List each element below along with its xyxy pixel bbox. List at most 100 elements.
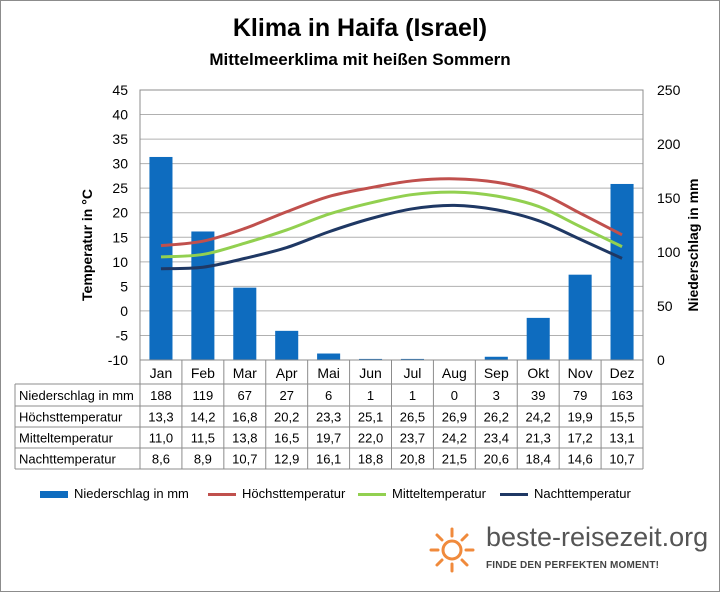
x-category-label: Nov [568, 365, 593, 381]
gridlines [140, 89, 643, 361]
y-left-tick-label: 25 [112, 180, 128, 196]
table-cell-value: 20,8 [400, 452, 425, 467]
table-cell-value: 20,6 [484, 452, 509, 467]
table-cell-value: 23,3 [316, 410, 341, 425]
table-cell-value: 13,3 [148, 410, 173, 425]
precipitation-bar [568, 274, 592, 360]
table-cell-value: 23,7 [400, 431, 425, 446]
table-cell-value: 15,5 [609, 410, 634, 425]
precipitation-bar [317, 353, 341, 360]
x-category-label: Okt [527, 365, 549, 381]
y-left-tick-label: 35 [112, 131, 128, 147]
table-cell-value: 26,2 [484, 410, 509, 425]
table-cell-value: 16,1 [316, 452, 341, 467]
table-cell-value: 26,9 [442, 410, 467, 425]
legend-label-night-temp: Nachttemperatur [534, 486, 631, 501]
x-category-label: Sep [484, 365, 509, 381]
legend-item-precipitation: Niederschlag in mm [40, 486, 189, 501]
axes: -10 -5 0 5 10 15 20 25 30 35 40 45 0 50 100 150 200 250 Te… [79, 82, 701, 368]
legend-item-mean-temp: Mitteltemperatur [358, 486, 486, 501]
table-cell-value: 39 [531, 388, 545, 403]
table-cell-value: 188 [150, 388, 172, 403]
table-row-label: Mitteltemperatur [19, 431, 114, 446]
precipitation-bar [400, 358, 424, 360]
table-cell-value: 8,9 [194, 452, 212, 467]
sun-icon [429, 527, 475, 573]
table-cell-value: 119 [193, 388, 214, 403]
table-cell-value: 6 [325, 388, 332, 403]
table-cell-value: 20,2 [274, 410, 299, 425]
table-cell-value: 14,2 [190, 410, 215, 425]
legend-swatch-mean-temp [358, 493, 386, 497]
y-right-tick-label: 150 [657, 190, 681, 206]
data-table: Jan Feb Mar Apr Mai Jun Jul Aug Sep Okt Nov Dez Nied… [14, 359, 644, 470]
y-right-tick-label: 0 [657, 352, 665, 368]
precipitation-bar [191, 231, 215, 360]
mean-temp-line [160, 190, 623, 259]
table-row-label: Höchsttemperatur [19, 410, 123, 425]
table-cell-value: 22,0 [358, 431, 383, 446]
table-cell-value: 12,9 [274, 452, 299, 467]
y-left-tick-label: 5 [120, 278, 128, 294]
table-cell-value: 14,6 [567, 452, 592, 467]
legend-swatch-night-temp [500, 493, 528, 497]
y-left-tick-label: 10 [112, 254, 128, 270]
y-left-axis-title: Temperatur in °C [79, 189, 95, 301]
table-cell-value: 11,5 [191, 431, 215, 446]
table-cell-value: 79 [573, 388, 587, 403]
table-cell-value: 24,2 [442, 431, 467, 446]
table-cell-value: 18,8 [358, 452, 383, 467]
y-left-tick-label: 0 [120, 303, 128, 319]
x-category-label: Feb [191, 365, 215, 381]
precipitation-bars [149, 156, 634, 360]
x-category-label: Jun [359, 365, 382, 381]
table-cell-value: 13,8 [232, 431, 257, 446]
precipitation-bar [484, 356, 508, 360]
legend-label-high-temp: Höchsttemperatur [242, 486, 346, 501]
precipitation-bar [233, 287, 257, 360]
high-temp-line [160, 177, 623, 248]
chart-subtitle: Mittelmeerklima mit heißen Sommern [209, 50, 511, 69]
y-left-tick-label: 40 [112, 107, 128, 123]
x-category-label: Apr [276, 365, 298, 381]
precipitation-bar [610, 183, 634, 360]
y-right-axis-title: Niederschlag in mm [685, 178, 701, 311]
precipitation-bar [149, 156, 173, 360]
table-cell-value: 3 [493, 388, 500, 403]
y-left-tick-label: 20 [112, 205, 128, 221]
x-category-label: Jan [150, 365, 173, 381]
brand-logo[interactable]: beste-reisezeit.org FINDE DEN PERFEKTEN … [428, 522, 714, 586]
table-row-label: Niederschlag in mm [19, 388, 134, 403]
table-cell-value: 25,1 [358, 410, 383, 425]
y-right-tick-label: 250 [657, 82, 681, 98]
precipitation-bar [275, 330, 299, 360]
y-left-tick-label: -5 [116, 327, 129, 343]
y-right-tick-label: 50 [657, 298, 673, 314]
table-cell-value: 67 [238, 388, 252, 403]
temperature-lines [160, 177, 623, 271]
table-cell-value: 17,2 [567, 431, 592, 446]
legend-swatch-precipitation [40, 491, 68, 499]
table-cell-value: 21,3 [526, 431, 551, 446]
table-cell-value: 24,2 [526, 410, 551, 425]
table-cell-value: 163 [611, 388, 633, 403]
legend-item-night-temp: Nachttemperatur [500, 486, 631, 501]
table-cell-value: 11,0 [149, 431, 173, 446]
legend-label-precipitation: Niederschlag in mm [74, 486, 189, 501]
table-cell-value: 18,4 [526, 452, 551, 467]
y-right-tick-label: 200 [657, 136, 681, 152]
table-cell-value: 0 [451, 388, 458, 403]
table-cell-value: 26,5 [400, 410, 425, 425]
table-cell-value: 23,4 [484, 431, 509, 446]
table-cell-value: 16,8 [232, 410, 257, 425]
y-left-tick-label: 30 [112, 156, 128, 172]
table-cell-value: 19,7 [316, 431, 341, 446]
table-cell-value: 21,5 [442, 452, 467, 467]
table-cell-value: 1 [367, 388, 374, 403]
x-category-label: Jul [404, 365, 422, 381]
table-cell-value: 10,7 [609, 452, 634, 467]
logo-text: beste-reisezeit.org [486, 522, 709, 552]
table-row-label: Nachttemperatur [19, 452, 116, 467]
x-category-label: Mar [233, 365, 257, 381]
table-cell-value: 19,9 [567, 410, 592, 425]
